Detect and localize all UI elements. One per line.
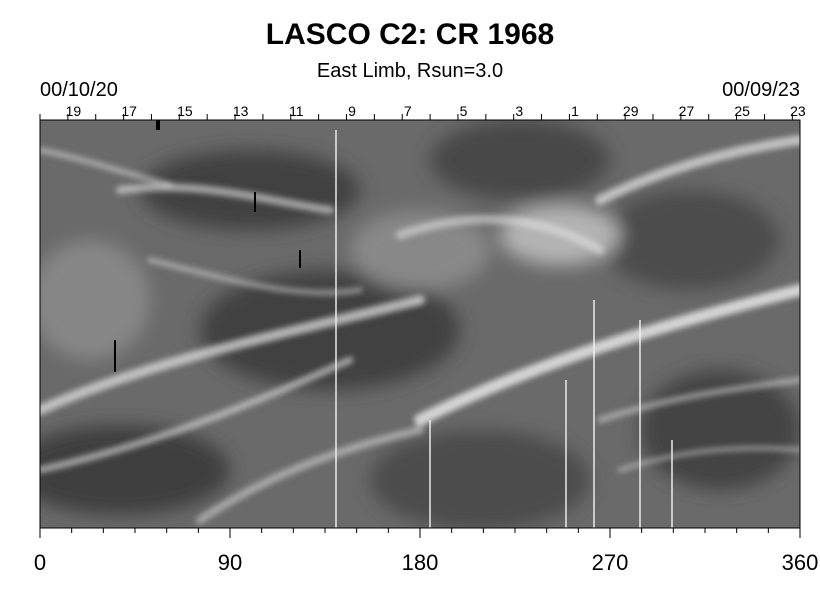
x-tick-label: 0 bbox=[34, 550, 46, 575]
date-tick-label: 3 bbox=[515, 103, 523, 119]
x-tick-label: 270 bbox=[592, 550, 629, 575]
x-tick-label: 90 bbox=[218, 550, 242, 575]
date-tick-label: 25 bbox=[734, 103, 750, 119]
date-tick-label: 15 bbox=[177, 103, 193, 119]
heatmap-image bbox=[40, 120, 800, 528]
date-tick-label: 23 bbox=[790, 103, 806, 119]
date-tick-label: 19 bbox=[66, 103, 82, 119]
chart-title: LASCO C2: CR 1968 bbox=[265, 18, 555, 51]
date-tick-label: 7 bbox=[404, 103, 412, 119]
date-tick-label: 17 bbox=[121, 103, 137, 119]
date-tick-label: 1 bbox=[571, 103, 579, 119]
x-tick-label: 180 bbox=[402, 550, 439, 575]
bottom-axis: 0 90 180 270 360 bbox=[34, 528, 818, 575]
date-tick-label: 9 bbox=[348, 103, 356, 119]
chart-subtitle: East Limb, Rsun=3.0 bbox=[316, 60, 504, 82]
date-tick-label: 13 bbox=[233, 103, 249, 119]
date-tick-label: 29 bbox=[623, 103, 639, 119]
end-date-label: 00/09/23 bbox=[722, 79, 800, 101]
start-date-label: 00/10/20 bbox=[40, 79, 118, 101]
x-tick-label: 360 bbox=[782, 550, 819, 575]
date-tick-label: 5 bbox=[460, 103, 468, 119]
top-axis: 19 17 15 13 11 9 7 5 3 1 29 27 25 23 bbox=[39, 103, 806, 120]
date-tick-label: 11 bbox=[289, 103, 304, 119]
date-tick-label: 27 bbox=[679, 103, 695, 119]
